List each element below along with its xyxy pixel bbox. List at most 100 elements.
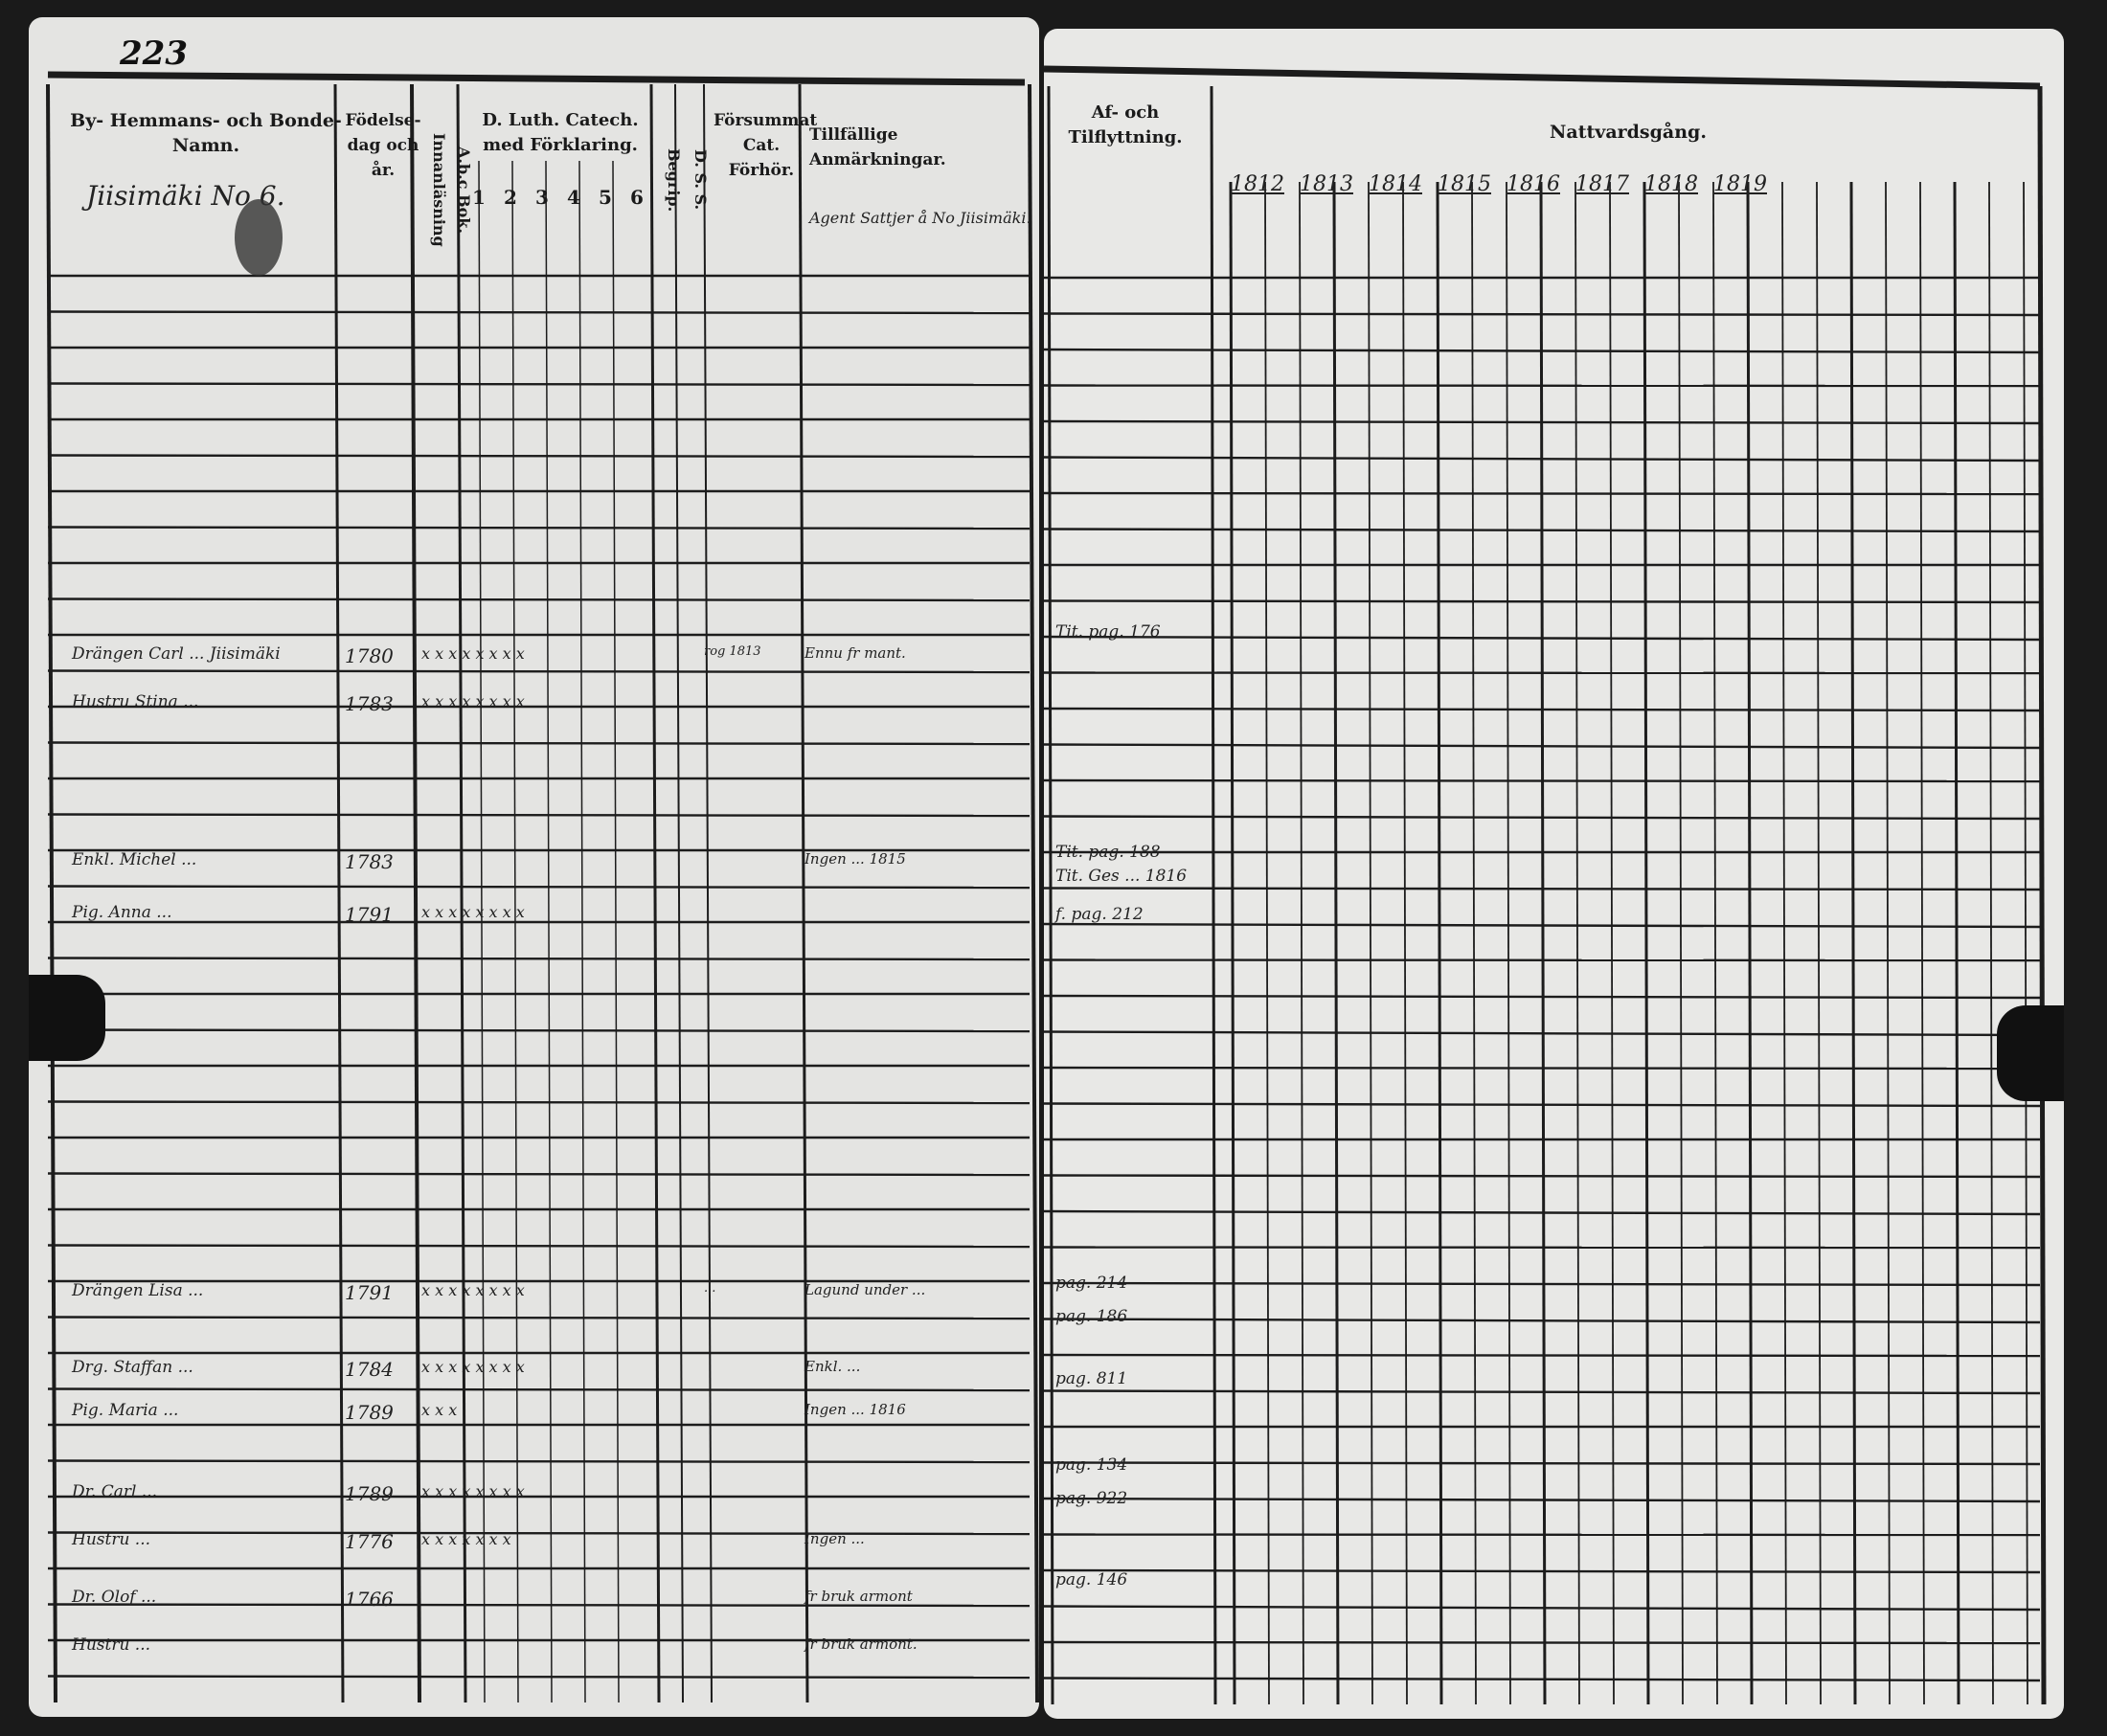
column-rule <box>674 83 684 1703</box>
ink-blot <box>235 199 283 276</box>
row-note: Ingen ... 1816 <box>804 1401 906 1418</box>
header-communion: Nattvardsgång. <box>1550 122 1707 143</box>
communion-column-rule <box>1264 181 1270 1705</box>
communion-column-rule <box>1402 181 1408 1705</box>
left-page: 223 By- Hemmans- och Bonde-Namn. Födelse… <box>29 17 1039 1717</box>
row-birth: 1784 <box>345 1358 394 1381</box>
row-birth: 1791 <box>345 903 394 926</box>
moving-entry: pag. 146 <box>1055 1570 1128 1589</box>
row-note: Ingen ... <box>804 1530 865 1547</box>
row-rule <box>47 1603 1031 1608</box>
moving-entry: pag. 134 <box>1055 1455 1128 1475</box>
row-rule <box>1044 994 2041 1000</box>
row-name: Hustru ... <box>72 1635 151 1655</box>
row-marks: x x x x x x x x <box>421 1281 525 1299</box>
row-rule <box>1044 1353 2041 1358</box>
header-top-rule <box>47 71 1026 86</box>
catechism-col-3: 3 <box>535 186 549 209</box>
communion-column-rule <box>1436 181 1443 1705</box>
sub-column-rule <box>511 160 519 1703</box>
row-marks: x x x x x x x <box>421 1530 511 1548</box>
communion-year: 1813 <box>1300 172 1353 196</box>
column-rule <box>456 83 467 1703</box>
communion-column-rule <box>1781 181 1787 1705</box>
communion-year: 1817 <box>1575 172 1629 196</box>
row-rule <box>1044 599 2041 604</box>
row-rule <box>1044 1568 2041 1574</box>
column-rule <box>1210 85 1217 1705</box>
row-rule <box>1044 1533 2041 1537</box>
row-rule <box>1044 1209 2041 1216</box>
moving-entry: Tit. Ges ... 1816 <box>1055 867 1188 886</box>
communion-year: 1815 <box>1438 172 1491 196</box>
row-rule <box>47 957 1031 961</box>
column-rule <box>2037 85 2047 1705</box>
communion-column-rule <box>1368 181 1373 1705</box>
row-note: fr bruk armont. <box>804 1635 918 1653</box>
left-ruled-grid <box>46 71 1039 1703</box>
communion-column-rule <box>1712 181 1718 1705</box>
row-rule <box>1044 1246 2041 1250</box>
sub-column-rule <box>478 160 486 1703</box>
row-rule <box>1044 384 2041 388</box>
row-name: Dr. Olof ... <box>72 1588 157 1607</box>
row-marks: x x x x x x x x <box>421 1358 525 1376</box>
row-name: Drängen Carl ... Jiisimäki <box>72 644 281 664</box>
binding-clip-right <box>1997 1005 2064 1101</box>
communion-column-rule <box>1885 181 1891 1705</box>
row-name: Hustru ... <box>72 1530 151 1549</box>
communion-column-rule <box>1746 181 1754 1705</box>
row-rule <box>47 1531 1031 1536</box>
row-rule <box>1044 491 2041 496</box>
column-rule <box>1047 85 1054 1705</box>
row-rule <box>47 813 1031 818</box>
row-note: Ingen ... 1815 <box>804 850 906 868</box>
column-rule <box>410 83 421 1703</box>
row-note: fr bruk armont <box>804 1588 913 1605</box>
header-notes: Tillfällige Anmärkningar. <box>809 125 946 169</box>
communion-column-rule <box>1575 181 1580 1705</box>
row-note: Enkl. ... <box>804 1358 861 1375</box>
row-rule <box>47 1387 1031 1392</box>
moving-entry: Tit. pag. 188 <box>1055 843 1161 862</box>
row-rule <box>1044 419 2041 425</box>
row-rule <box>47 454 1031 459</box>
communion-column-rule <box>1678 181 1684 1705</box>
row-birth: 1766 <box>345 1588 394 1611</box>
row-rule <box>1044 1640 2041 1645</box>
header-note: Agent Sattjer å No Jiisimäki. <box>809 209 1031 227</box>
communion-column-rule <box>1471 181 1477 1705</box>
row-note: Ennu fr mant. <box>804 644 906 662</box>
row-rule <box>1044 1318 2041 1324</box>
header-moving: Af- och Tilflyttning. <box>1068 102 1183 147</box>
header-name: By- Hemmans- och Bonde-Namn. <box>70 110 342 156</box>
row-rule <box>47 669 1031 674</box>
catechism-col-2: 2 <box>504 186 517 209</box>
row-birth: 1776 <box>345 1530 394 1553</box>
communion-column-rule <box>1988 181 1994 1705</box>
communion-column-rule <box>1953 181 1960 1705</box>
row-name: Dr. Carl ... <box>72 1482 158 1501</box>
communion-column-rule <box>1816 181 1822 1705</box>
row-rule <box>1044 1102 2041 1108</box>
moving-entry: pag. 214 <box>1055 1274 1128 1293</box>
row-forsummat: rog 1813 <box>704 644 761 659</box>
communion-year: 1812 <box>1231 172 1284 196</box>
row-name: Drängen Lisa ... <box>72 1281 204 1300</box>
communion-column-rule <box>1849 181 1857 1705</box>
communion-column-rule <box>1539 181 1547 1705</box>
moving-entry: pag. 811 <box>1055 1369 1128 1388</box>
catechism-col-1: 1 <box>472 186 486 209</box>
row-rule <box>1044 1461 2041 1466</box>
communion-column-rule <box>1229 181 1236 1705</box>
header-dss: D. S. S. <box>691 149 710 211</box>
row-rule <box>47 310 1031 315</box>
row-name: Drg. Staffan ... <box>72 1358 193 1377</box>
row-rule <box>1044 528 2041 533</box>
row-rule <box>47 1459 1031 1464</box>
header-top-rule <box>1044 65 2041 90</box>
row-birth: 1789 <box>345 1401 394 1424</box>
row-rule <box>1044 456 2041 462</box>
row-rule <box>1044 1389 2041 1395</box>
communion-year: 1819 <box>1713 172 1767 196</box>
